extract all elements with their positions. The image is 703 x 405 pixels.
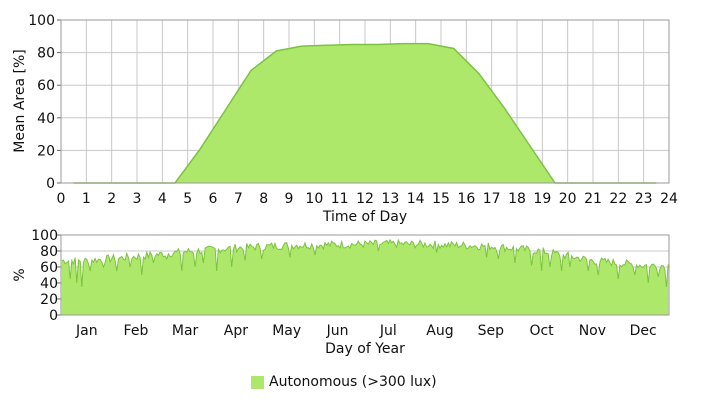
top-x-tick-label: 14 [407,191,425,207]
top-x-tick-label: 4 [158,191,167,207]
top-x-tick-label: 7 [234,191,243,207]
top-y-tick-label: 60 [37,78,55,94]
top-x-tick-label: 9 [285,191,294,207]
bottom-y-tick-label: 40 [40,276,58,292]
top-x-tick-label: 3 [133,191,142,207]
bottom-x-month-label: Jun [326,323,349,339]
top-x-tick-label: 24 [660,191,678,207]
top-tick-labels: 0 1 2 3 4 5 6 7 8 9 10 11 12 13 14 15 16 17 18 19 20 21 22 23 24… [28,13,678,207]
bottom-y-tick-label: 100 [31,228,58,244]
bottom-x-month-label: Sep [478,323,505,339]
top-axes [60,19,670,184]
top-x-tick-label: 0 [57,191,66,207]
top-x-tick-label: 12 [356,191,374,207]
top-y-tick-label: 100 [28,13,55,29]
bottom-x-month-label: May [272,323,301,339]
top-series-area [73,43,657,183]
bottom-series-line [61,238,669,288]
time-of-day-chart: 0 1 2 3 4 5 6 7 8 9 10 11 12 13 14 15 16 17 18 19 20 21 22 23 24… [12,13,678,225]
top-x-tick-label: 5 [183,191,192,207]
top-x-tick-label: 8 [259,191,268,207]
top-x-tick-label: 11 [331,191,349,207]
bottom-y-axis-label: % [12,268,28,281]
top-x-tick-label: 17 [483,191,501,207]
bottom-x-month-label: Nov [579,323,606,339]
bottom-y-tick-label: 0 [49,308,58,324]
top-y-tick-label: 0 [46,176,55,192]
legend: Autonomous (>300 lux) [251,372,437,392]
bottom-x-month-label: Apr [224,323,248,339]
bottom-axes [60,234,670,316]
bottom-x-month-label: Mar [172,323,199,339]
top-x-tick-label: 10 [305,191,323,207]
top-x-tick-label: 1 [82,191,91,207]
legend-label: Autonomous (>300 lux) [269,374,437,390]
bottom-x-month-label: Oct [529,323,554,339]
top-x-tick-label: 19 [533,191,551,207]
top-x-tick-label: 20 [559,191,577,207]
top-y-axis-label: Mean Area [%] [12,49,28,153]
top-x-axis-label: Time of Day [322,209,407,225]
top-x-tick-label: 6 [209,191,218,207]
top-x-tick-label: 18 [508,191,526,207]
top-x-tick-label: 13 [381,191,399,207]
bottom-series-area [61,239,669,315]
top-y-tick-label: 40 [37,111,55,127]
bottom-x-axis-label: Day of Year [325,341,405,357]
bottom-x-month-label: Feb [124,323,149,339]
top-x-tick-label: 15 [432,191,450,207]
top-x-tick-label: 16 [457,191,475,207]
top-x-tick-label: 22 [609,191,627,207]
bottom-x-month-label: Jul [379,323,397,339]
bottom-y-tick-label: 20 [40,292,58,308]
bottom-x-month-label: Jan [75,323,98,339]
bottom-plot-frame [60,234,670,316]
top-x-tick-label: 2 [107,191,116,207]
top-y-tick-label: 20 [37,143,55,159]
top-plot-frame [60,19,670,184]
bottom-x-month-label: Aug [426,323,453,339]
bottom-y-tick-label: 60 [40,260,58,276]
bottom-y-tick-label: 80 [40,244,58,260]
top-x-tick-label: 23 [635,191,653,207]
bottom-x-month-label: Dec [630,323,657,339]
top-y-tick-label: 80 [37,46,55,62]
top-x-tick-label: 21 [584,191,602,207]
legend-swatch [251,375,264,389]
